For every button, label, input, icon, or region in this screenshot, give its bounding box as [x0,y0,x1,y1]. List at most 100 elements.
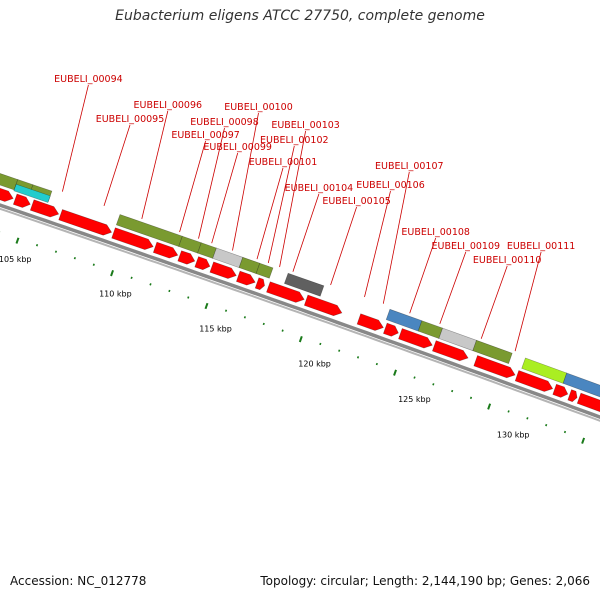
tick-label: 110 kbp [99,290,132,299]
tick-mark [110,269,114,277]
label-leader-line [256,167,284,260]
tick-mark [281,329,284,332]
gene-arrow [254,277,265,291]
label-leader-line [232,112,259,251]
backbone-outer [0,203,600,419]
tick-mark [298,336,303,343]
map-title: Eubacterium eligens ATCC 27750, complete… [115,8,485,24]
gene-label: EUBELI_00101 [249,157,318,168]
tick-mark [338,349,341,352]
gene-label: EUBELI_00094 [54,74,123,85]
label-leader-line [364,190,391,298]
tick-mark [413,376,416,379]
tick-label: 125 kbp [398,395,431,404]
tick-mark [149,283,152,286]
gene-arrow [356,313,384,331]
gene-label: EUBELI_00095 [96,114,165,125]
topology-info: Topology: circular; Length: 2,144,190 bp… [260,574,590,588]
tick-mark [375,362,378,366]
tick-mark [356,356,360,359]
gene-label: EUBELI_00096 [134,100,203,111]
label-leader-line [382,171,410,304]
gene-arrow [383,322,399,337]
backbone-inner [0,207,600,422]
gene-arrow [209,261,237,279]
gene-label: EUBELI_00111 [507,241,576,252]
backbone-layer [0,203,600,422]
label-leader-line [267,145,295,264]
label-leader-line [211,152,239,244]
gene-feature-box [255,262,274,279]
tick-mark [15,237,20,244]
gene-label: EUBELI_00104 [285,183,354,194]
gene-arrow [473,355,516,379]
tick-layer: 105 kbp 110 kbp 115 kbp 120 kbp 125 kbp 130 k… [0,231,586,444]
label-leader-line [330,206,357,286]
tick-mark [262,322,265,326]
label-leader-line [439,251,467,325]
tick-label: 115 kbp [199,324,232,333]
gene-label: EUBELI_00099 [203,142,272,153]
gene-label: EUBELI_00097 [171,130,240,141]
gene-feature-box [284,272,325,297]
gene-arrow [567,389,578,403]
gene-feature-box [562,372,600,398]
label-leader-line [409,237,437,314]
gene-arrow [29,199,60,218]
gene-arrow [152,241,179,259]
label-leader-line [279,130,306,268]
tick-mark [487,403,492,410]
tick-mark [92,263,95,266]
accession-text: Accession: NC_012778 [10,574,147,588]
tick-mark [54,250,58,253]
gene-arrow [266,281,305,303]
gene-arrow [177,250,196,265]
label-leader-line [292,193,320,272]
gene-label: EUBELI_00110 [473,255,542,266]
tick-mark [545,423,548,427]
gene-arrow [552,383,569,398]
tick-mark [451,389,454,393]
gene-label: EUBELI_00105 [322,196,391,207]
tick-mark [469,396,473,400]
tick-mark [35,244,39,247]
tick-mark [507,410,510,413]
tick-mark [393,369,397,376]
label-leader-line [514,251,542,352]
tick-mark [130,276,133,280]
gene-arrow [58,209,113,236]
gene-arrow [12,193,31,208]
tick-label: 105 kbp [0,255,32,264]
gene-arrow [576,392,600,413]
label-leader-line [103,124,131,207]
gene-label: EUBELI_00098 [190,117,259,128]
tick-mark [168,289,171,293]
gene-label: EUBELI_00103 [271,120,340,131]
gene-arrow [514,370,554,392]
gene-label: EUBELI_00107 [375,161,444,172]
tick-mark [204,302,209,310]
label-leader-line [480,265,508,339]
gene-arrow [432,340,469,362]
gene-label: EUBELI_00109 [432,241,501,252]
gene-label: EUBELI_00106 [356,180,425,191]
gene-label: EUBELI_00100 [224,102,293,113]
gene-arrow [398,328,433,349]
tick-label: 120 kbp [298,359,331,368]
tick-mark [243,316,246,319]
tick-mark [319,342,322,346]
gene-arrow [0,187,14,202]
tick-label: 130 kbp [497,431,530,440]
tick-mark [73,257,76,260]
tick-mark [432,383,435,386]
label-leader-line [141,110,169,219]
tick-mark [224,309,228,312]
tick-mark [581,437,586,444]
tick-mark [187,296,190,299]
gene-arrow [194,256,211,271]
gene-arrow [303,294,343,317]
gene-layer [0,173,600,413]
label-leader-line [198,127,225,239]
tick-mark [563,430,567,434]
